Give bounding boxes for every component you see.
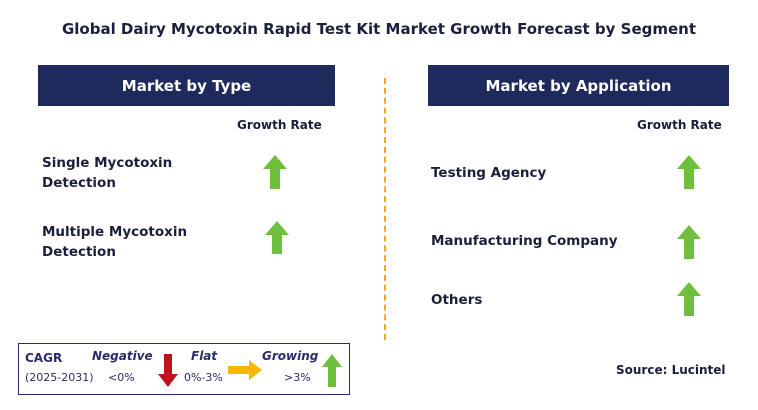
segment-multiple-mycotoxin-detection: Multiple Mycotoxin Detection: [42, 222, 187, 262]
green-up-arrow-icon: [322, 354, 342, 387]
segment-manufacturing-company: Manufacturing Company: [431, 233, 618, 249]
legend-box: [18, 343, 350, 395]
segment-label-line1: Single Mycotoxin: [42, 155, 173, 171]
market-by-application-header: Market by Application: [428, 65, 729, 106]
type-growth-rate-label: Growth Rate: [237, 118, 322, 132]
green-up-arrow-icon: [677, 282, 701, 316]
segment-label-line2: Detection: [42, 244, 116, 260]
legend-negative-range: <0%: [108, 371, 135, 384]
panel-divider: [384, 78, 386, 340]
green-up-arrow-icon: [677, 225, 701, 259]
legend-flat-range: 0%-3%: [184, 371, 223, 384]
segment-label-line1: Multiple Mycotoxin: [42, 224, 188, 240]
green-up-arrow-icon: [263, 155, 287, 189]
application-growth-rate-label: Growth Rate: [637, 118, 722, 132]
legend-period: (2025-2031): [25, 371, 94, 384]
page-title: Global Dairy Mycotoxin Rapid Test Kit Ma…: [61, 20, 697, 38]
yellow-right-arrow-icon: [228, 360, 262, 380]
green-up-arrow-icon: [265, 221, 289, 254]
source-note: Source: Lucintel: [616, 363, 726, 377]
green-up-arrow-icon: [677, 155, 701, 189]
legend-flat-label: Flat: [191, 349, 218, 363]
legend-negative-label: Negative: [92, 349, 153, 363]
segment-others: Others: [431, 292, 483, 308]
red-down-arrow-icon: [158, 354, 178, 387]
segment-testing-agency: Testing Agency: [431, 165, 547, 181]
legend-cagr: CAGR: [25, 351, 63, 365]
segment-label-line2: Detection: [42, 175, 116, 191]
legend-growing-label: Growing: [262, 349, 319, 363]
legend-growing-range: >3%: [284, 371, 311, 384]
segment-single-mycotoxin-detection: Single Mycotoxin Detection: [42, 153, 172, 193]
market-by-type-header: Market by Type: [38, 65, 335, 106]
